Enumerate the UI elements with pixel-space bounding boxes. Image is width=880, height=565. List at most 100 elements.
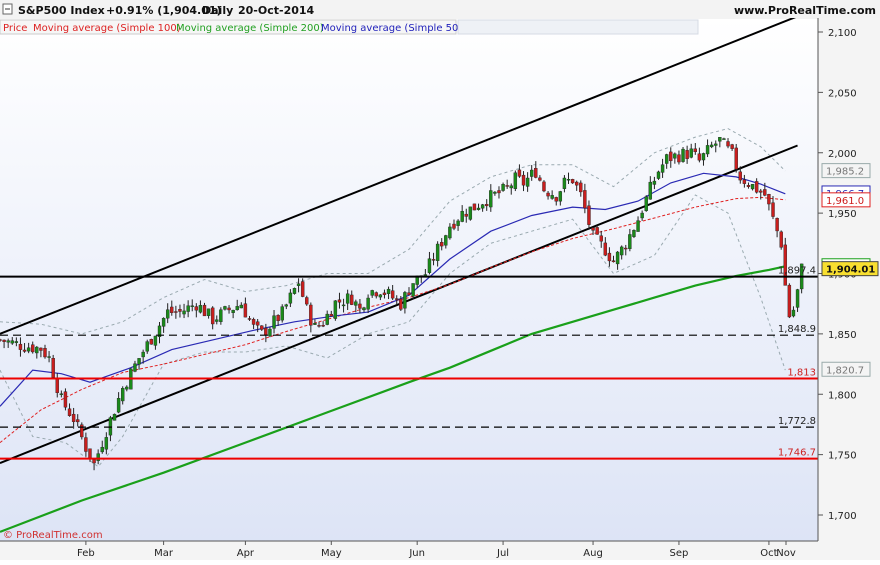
- candle-body: [611, 260, 616, 263]
- candle-body: [296, 283, 301, 286]
- candle-body: [525, 177, 530, 187]
- candle-body: [407, 292, 411, 296]
- candle-body: [472, 203, 477, 211]
- legend-item-ma50: Moving average (Simple 50): [321, 23, 462, 34]
- candle-body: [76, 419, 80, 423]
- candle-body: [767, 194, 771, 205]
- candle-body: [133, 363, 137, 372]
- y-tick-label: 1,750: [828, 451, 857, 462]
- candle-body: [255, 321, 260, 326]
- candle-body: [59, 393, 64, 395]
- price-label-box: [821, 261, 879, 277]
- candle-body: [96, 453, 100, 461]
- site-label: www.ProRealTime.com: [734, 4, 876, 17]
- candle-body: [664, 154, 669, 164]
- legend-item-ma100: Moving average (Simple 100): [33, 23, 181, 34]
- legend-item-price: Price: [3, 23, 27, 34]
- level-label: 1,848.9: [778, 324, 816, 335]
- candle-body: [636, 220, 640, 232]
- candle-body: [264, 327, 268, 336]
- candle-body: [219, 309, 223, 322]
- price-labels: 1,985.21,966.71,961.01,906.41,904.011,82…: [821, 163, 879, 377]
- bollinger-upper-line: [0, 128, 786, 335]
- candle-body: [460, 210, 464, 222]
- candle-body: [260, 325, 264, 330]
- candle-body: [137, 358, 141, 365]
- candle-body: [603, 242, 608, 256]
- candle-body: [530, 169, 534, 177]
- y-tick-label: 1,950: [828, 209, 857, 220]
- candle-body: [624, 247, 628, 250]
- candle-body: [579, 182, 583, 193]
- header-bar: [0, 0, 880, 19]
- candle-body: [714, 143, 718, 146]
- price-label-box: [821, 163, 871, 179]
- candle-body: [583, 190, 587, 209]
- level-label: 1,813: [787, 368, 816, 379]
- candle-body: [403, 292, 407, 309]
- candle-body: [574, 181, 579, 186]
- candle-body: [550, 195, 554, 199]
- legend-item-ma200: Moving average (Simple 200): [176, 23, 324, 34]
- candle-body: [194, 306, 199, 311]
- candle-body: [157, 325, 162, 337]
- candle-body: [100, 446, 104, 453]
- candle-body: [104, 437, 109, 450]
- candle-body: [288, 292, 293, 304]
- candle-body: [562, 177, 567, 189]
- candle-body: [321, 325, 325, 327]
- level-label: 1,772.8: [778, 416, 816, 427]
- candle-body: [190, 305, 194, 307]
- candle-body: [783, 244, 787, 286]
- candle-body: [395, 298, 399, 300]
- candle-body: [730, 144, 734, 149]
- candle-body: [378, 294, 383, 298]
- candle-body: [570, 179, 575, 184]
- candle-body: [235, 306, 239, 311]
- candle-body: [554, 197, 558, 202]
- candle-body: [440, 242, 444, 247]
- candle-body: [174, 311, 178, 313]
- candle-body: [501, 184, 505, 191]
- candle-body: [722, 138, 726, 140]
- candle-body: [370, 290, 374, 296]
- candle-body: [366, 297, 370, 310]
- candle-body: [476, 207, 481, 210]
- candle-body: [309, 304, 313, 326]
- candle-body: [210, 307, 215, 325]
- candle-body: [632, 230, 636, 237]
- candle-body: [644, 196, 648, 211]
- candle-body: [587, 205, 591, 225]
- candle-body: [120, 388, 125, 402]
- level-label: 1,746.7: [778, 448, 816, 459]
- candle-body: [67, 408, 72, 416]
- candle-body: [742, 179, 747, 184]
- candle-body: [534, 168, 538, 178]
- candle-body: [243, 303, 248, 318]
- candle-body: [0, 339, 2, 341]
- candle-body: [558, 191, 563, 202]
- x-tick-label: Oct: [760, 548, 777, 559]
- x-tick-label: Nov: [776, 548, 796, 559]
- candle-body: [206, 308, 211, 316]
- candle-body: [112, 413, 117, 421]
- candle-body: [345, 293, 350, 304]
- candle-body: [153, 335, 158, 346]
- candle-body: [673, 153, 677, 159]
- candle-body: [108, 417, 113, 436]
- candle-body: [182, 310, 186, 315]
- candle-body: [125, 386, 129, 390]
- candle-body: [505, 185, 509, 187]
- candle-body: [538, 177, 542, 181]
- y-axis-panel: [818, 18, 880, 541]
- y-tick-label: 2,050: [828, 88, 857, 99]
- bollinger-layer: [0, 128, 786, 468]
- candle-body: [276, 314, 280, 322]
- candle-body: [452, 223, 456, 229]
- x-tick-label: Mar: [154, 548, 174, 559]
- x-tick-label: Aug: [583, 548, 603, 559]
- candle-body: [427, 258, 432, 273]
- candle-body: [386, 288, 391, 294]
